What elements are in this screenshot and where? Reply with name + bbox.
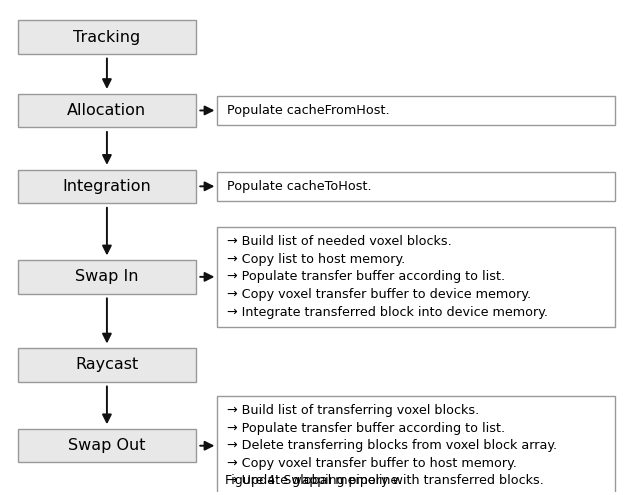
Text: → Populate transfer buffer according to list.: → Populate transfer buffer according to … [227,422,505,435]
FancyBboxPatch shape [218,96,615,125]
FancyBboxPatch shape [19,20,196,53]
FancyBboxPatch shape [19,170,196,203]
FancyBboxPatch shape [218,227,615,327]
Text: → Delete transferring blocks from voxel block array.: → Delete transferring blocks from voxel … [227,439,557,452]
Text: → Populate transfer buffer according to list.: → Populate transfer buffer according to … [227,270,505,283]
Text: Integration: Integration [63,179,151,194]
FancyBboxPatch shape [218,172,615,201]
Text: → Build list of needed voxel blocks.: → Build list of needed voxel blocks. [227,235,451,248]
Text: → Integrate transferred block into device memory.: → Integrate transferred block into devic… [227,305,548,319]
FancyBboxPatch shape [19,260,196,294]
Text: Swap In: Swap In [75,269,139,284]
Text: → Copy voxel transfer buffer to host memory.: → Copy voxel transfer buffer to host mem… [227,457,516,470]
Text: → Copy voxel transfer buffer to device memory.: → Copy voxel transfer buffer to device m… [227,288,531,301]
Text: Raycast: Raycast [76,357,138,372]
FancyBboxPatch shape [19,429,196,462]
Text: Tracking: Tracking [74,30,141,45]
Text: → Copy list to host memory.: → Copy list to host memory. [227,253,405,266]
Text: Swap Out: Swap Out [68,438,146,453]
FancyBboxPatch shape [19,348,196,382]
FancyBboxPatch shape [218,396,615,495]
FancyBboxPatch shape [19,94,196,127]
Text: Allocation: Allocation [67,103,147,118]
Text: → Update global memory with transferred blocks.: → Update global memory with transferred … [227,475,543,488]
Text: Populate cacheToHost.: Populate cacheToHost. [227,180,371,193]
Text: Figure 4: Swapping pipeline.: Figure 4: Swapping pipeline. [225,474,402,488]
Text: Populate cacheFromHost.: Populate cacheFromHost. [227,104,389,117]
Text: → Build list of transferring voxel blocks.: → Build list of transferring voxel block… [227,404,479,417]
